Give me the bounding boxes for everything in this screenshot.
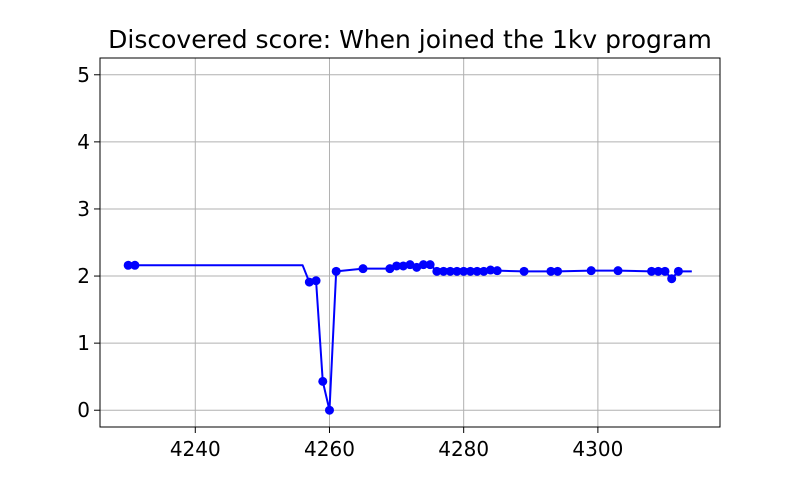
data-point [465,266,475,276]
data-point [324,405,334,415]
data-point [660,266,670,276]
data-point [318,376,328,386]
data-point [398,261,408,271]
data-point [432,266,442,276]
y-tick-label: 3 [77,197,90,221]
series-line [128,263,692,412]
data-point [546,266,556,276]
data-point [647,266,657,276]
grid [100,58,720,427]
data-point [479,266,489,276]
x-tick-label: 4300 [572,437,623,461]
axis-ticks: 4240 4260 4280 4300 0 1 2 3 4 5 [77,63,623,461]
data-point [311,276,321,286]
data-point [304,277,314,287]
data-points [123,260,683,415]
data-point [486,265,496,275]
data-point [553,266,563,276]
data-point [519,266,529,276]
data-point [673,266,683,276]
y-tick-label: 5 [77,63,90,87]
y-tick-label: 4 [77,130,90,154]
y-tick-label: 2 [77,264,90,288]
data-point [418,260,428,270]
y-tick-label: 0 [77,398,90,422]
data-point [472,266,482,276]
data-point [459,266,469,276]
x-tick-label: 4260 [304,437,355,461]
data-point [439,266,449,276]
x-tick-label: 4240 [170,437,221,461]
data-point [130,260,140,270]
plot-area-frame [99,57,721,428]
x-tick-label: 4280 [438,437,489,461]
data-point [586,266,596,276]
data-point [492,266,502,276]
data-point [445,266,455,276]
series-line-layer [128,263,692,412]
data-point [392,261,402,271]
data-point [667,274,677,284]
data-point [331,266,341,276]
data-point [358,264,368,274]
data-point [425,260,435,270]
chart-title: Discovered score: When joined the 1kv pr… [108,25,712,54]
y-tick-label: 1 [77,331,90,355]
data-point [452,266,462,276]
data-point [123,260,133,270]
data-point [653,266,663,276]
data-point [613,266,623,276]
